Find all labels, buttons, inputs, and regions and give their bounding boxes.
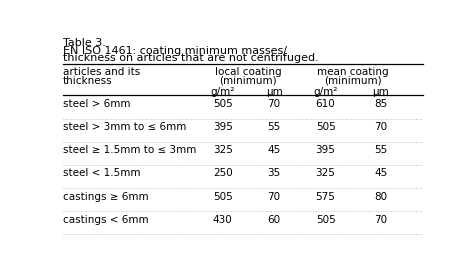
Text: local coating: local coating — [215, 67, 282, 77]
Text: steel > 6mm: steel > 6mm — [63, 99, 130, 109]
Text: steel ≥ 1.5mm to ≤ 3mm: steel ≥ 1.5mm to ≤ 3mm — [63, 145, 196, 155]
Text: 505: 505 — [213, 191, 233, 201]
Text: steel > 3mm to ≤ 6mm: steel > 3mm to ≤ 6mm — [63, 122, 186, 132]
Text: 45: 45 — [267, 145, 281, 155]
Text: 55: 55 — [374, 145, 387, 155]
Text: 70: 70 — [268, 191, 281, 201]
Text: 610: 610 — [316, 99, 336, 109]
Text: Table 3.: Table 3. — [63, 38, 106, 48]
Text: 505: 505 — [316, 215, 336, 225]
Text: 325: 325 — [316, 168, 336, 178]
Text: 505: 505 — [213, 99, 233, 109]
Text: 55: 55 — [267, 122, 281, 132]
Text: thickness on articles that are not centrifuged.: thickness on articles that are not centr… — [63, 53, 319, 63]
Text: (minimum): (minimum) — [219, 76, 277, 86]
Text: (minimum): (minimum) — [324, 76, 382, 86]
Text: 45: 45 — [374, 168, 387, 178]
Text: g/m²: g/m² — [313, 87, 338, 97]
Text: articles and its: articles and its — [63, 67, 140, 77]
Text: 395: 395 — [213, 122, 233, 132]
Text: 60: 60 — [268, 215, 281, 225]
Text: 575: 575 — [316, 191, 336, 201]
Text: 70: 70 — [268, 99, 281, 109]
Text: 250: 250 — [213, 168, 233, 178]
Text: castings ≥ 6mm: castings ≥ 6mm — [63, 191, 148, 201]
Text: 70: 70 — [374, 215, 387, 225]
Text: 395: 395 — [316, 145, 336, 155]
Text: mean coating: mean coating — [317, 67, 389, 77]
Text: 505: 505 — [316, 122, 336, 132]
Text: 35: 35 — [267, 168, 281, 178]
Text: 325: 325 — [213, 145, 233, 155]
Text: μm: μm — [372, 87, 389, 97]
Text: steel < 1.5mm: steel < 1.5mm — [63, 168, 140, 178]
Text: 85: 85 — [374, 99, 387, 109]
Text: 430: 430 — [213, 215, 233, 225]
Text: EN ISO 1461: coating minimum masses/: EN ISO 1461: coating minimum masses/ — [63, 46, 287, 56]
Text: μm: μm — [266, 87, 283, 97]
Text: 70: 70 — [374, 122, 387, 132]
Text: thickness: thickness — [63, 76, 112, 86]
Text: g/m²: g/m² — [210, 87, 235, 97]
Text: 80: 80 — [374, 191, 387, 201]
Text: castings < 6mm: castings < 6mm — [63, 215, 148, 225]
